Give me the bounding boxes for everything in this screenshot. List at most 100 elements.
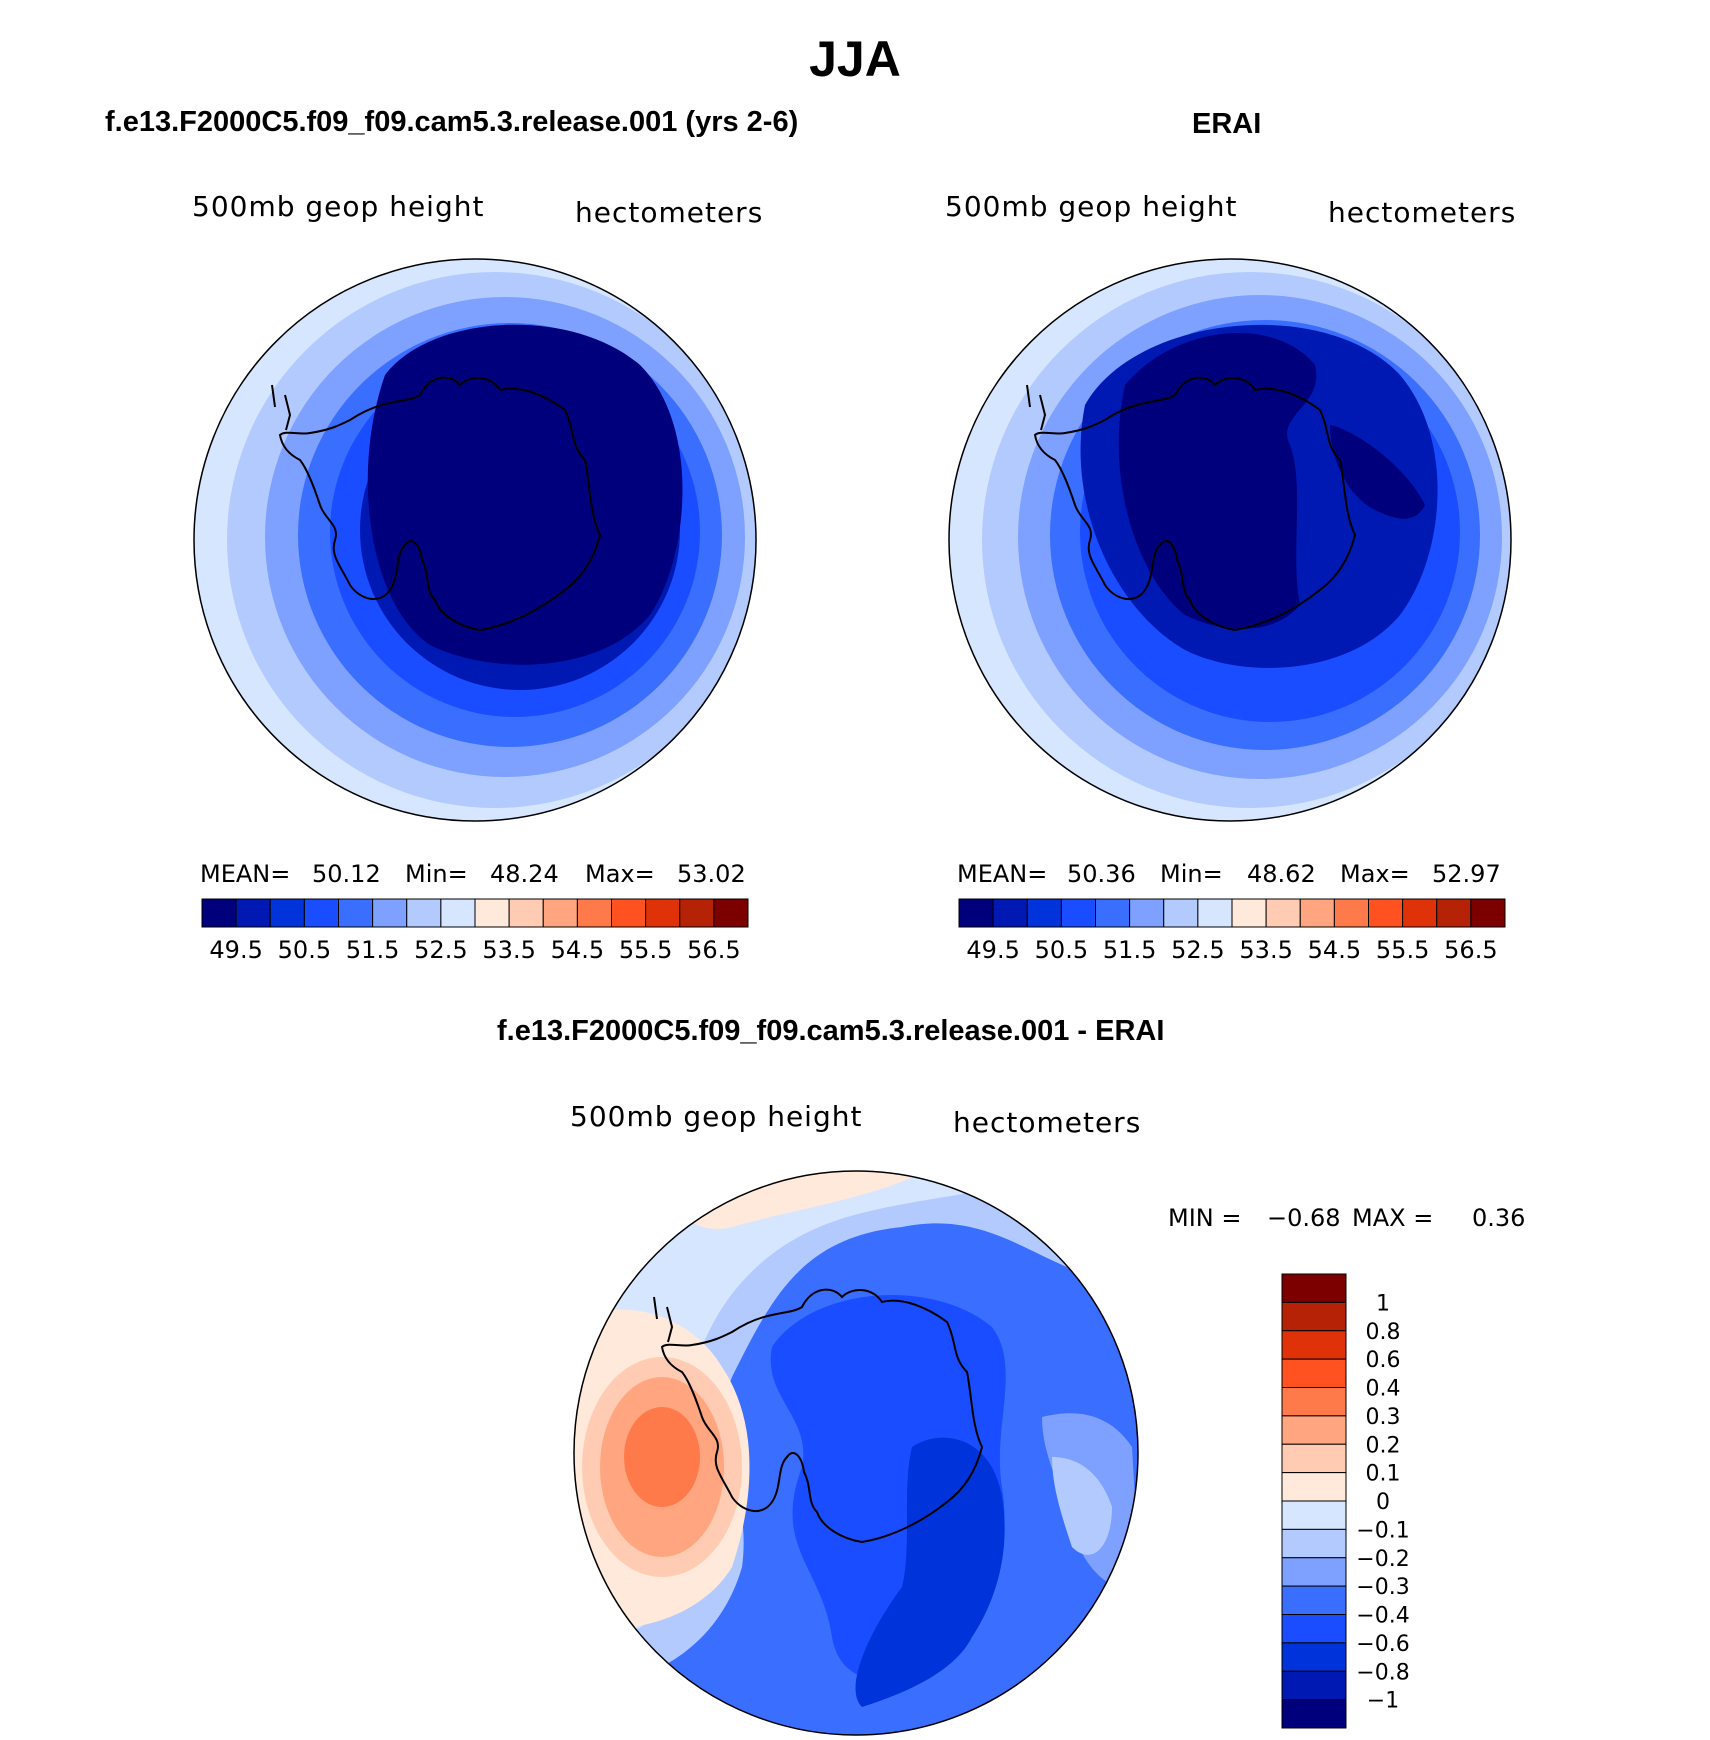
model-max-label: Max= [585,860,655,888]
colorbar-swatch [611,898,647,928]
colorbar-tick-label: −0.3 [1356,1575,1409,1600]
colorbar-tick-label: 52.5 [1171,936,1224,964]
colorbar-swatch [713,898,749,928]
colorbar-swatch [542,898,578,928]
diff-units-label: hectometers [953,1106,1142,1139]
obs-variable-label: 500mb geop height [945,190,1238,223]
model-units-label: hectometers [575,196,764,229]
colorbar-swatch [576,898,612,928]
colorbar-swatch [1299,898,1335,928]
diff-map-boundary [573,1170,1139,1736]
colorbar-tick-label: −0.6 [1356,1632,1409,1657]
colorbar-swatch [1095,898,1131,928]
colorbar-swatch [1281,1699,1347,1729]
colorbar-tick-label: −0.2 [1356,1547,1409,1572]
colorbar-tick-label: 0.8 [1366,1320,1401,1345]
colorbar-swatch [1402,898,1438,928]
colorbar-swatch [1281,1642,1347,1672]
colorbar-swatch [1281,1614,1347,1644]
colorbar-swatch [1281,1301,1347,1332]
colorbar-swatch [372,898,408,928]
model-mean-label: MEAN= [200,860,291,888]
colorbar-tick-label: 56.5 [687,936,740,964]
colorbar-swatch [1281,1670,1347,1701]
colorbar-swatch [1163,898,1199,928]
colorbar-tick-label: 0.1 [1366,1462,1401,1487]
colorbar-swatch [269,898,305,928]
colorbar-swatch [1281,1330,1347,1360]
obs-polar-map [948,258,1512,822]
colorbar-tick-label: 54.5 [1308,936,1361,964]
colorbar-tick-label: 54.5 [551,936,604,964]
colorbar-swatch [235,898,271,928]
colorbar-tick-label: 0.6 [1366,1348,1401,1373]
colorbar-swatch [645,898,681,928]
model-min-label: Min= [405,860,468,888]
colorbar-tick-label: 51.5 [346,936,399,964]
colorbar-swatch [1231,898,1267,928]
colorbar-swatch [1333,898,1369,928]
colorbar-swatch [474,898,510,928]
colorbar-swatch [679,898,715,928]
diff-max-value: 0.36 [1472,1204,1526,1232]
colorbar-tick-label: 0.3 [1366,1405,1401,1430]
model-max-value: 53.02 [677,860,746,888]
colorbar-swatch [440,898,476,928]
obs-map-boundary [948,258,1512,822]
colorbar-swatch [1197,898,1233,928]
colorbar-swatch [1436,898,1472,928]
colorbar-tick-label: 51.5 [1103,936,1156,964]
colorbar-swatch [1281,1528,1347,1559]
colorbar-tick-label: −1 [1367,1689,1399,1714]
diff-polar-map [573,1170,1139,1736]
colorbar-swatch [992,898,1028,928]
colorbar-tick-label: 1 [1376,1291,1390,1316]
diff-colorbar: 1 0.8 0.6 0.4 0.3 0.2 0.1 0 −0.1 −0.2 −0.3 −0.4 −0.6… [1281,1273,1410,1729]
colorbar-tick-label: 53.5 [1239,936,1292,964]
obs-min-value: 48.62 [1247,860,1316,888]
obs-panel-title: ERAI [1192,108,1262,140]
colorbar-tick-label: 0 [1376,1490,1390,1515]
diff-min-value: −0.68 [1267,1204,1341,1232]
model-map-boundary [193,258,757,822]
colorbar-swatch [1281,1500,1347,1530]
diff-panel-title: f.e13.F2000C5.f09_f09.cam5.3.release.001… [497,1015,1165,1047]
colorbar-swatch [1470,898,1506,928]
colorbar-swatch [508,898,544,928]
diff-max-label: MAX = [1352,1204,1434,1232]
obs-min-label: Min= [1160,860,1223,888]
colorbar-tick-label: 49.5 [209,936,262,964]
colorbar-swatch [201,898,237,928]
colorbar-tick-label: 50.5 [1035,936,1088,964]
colorbar-swatch [303,898,339,928]
colorbar-tick-label: 53.5 [482,936,535,964]
model-mean-value: 50.12 [312,860,381,888]
obs-units-label: hectometers [1328,196,1517,229]
colorbar-swatch [1281,1557,1347,1587]
colorbar-swatch [1129,898,1165,928]
colorbar-swatch [1281,1387,1347,1417]
model-panel-title: f.e13.F2000C5.f09_f09.cam5.3.release.001… [105,106,799,138]
colorbar-swatch [1281,1443,1347,1474]
colorbar-tick-label: 49.5 [966,936,1019,964]
colorbar-tick-label: 52.5 [414,936,467,964]
colorbar-swatch [1281,1585,1347,1615]
colorbar-swatch [1281,1358,1347,1388]
colorbar-tick-label: −0.4 [1356,1604,1409,1629]
model-variable-label: 500mb geop height [192,190,485,223]
colorbar-tick-label: 56.5 [1444,936,1497,964]
obs-colorbar: 49.5 50.5 51.5 52.5 53.5 54.5 55.5 56.5 [958,898,1506,964]
model-min-value: 48.24 [490,860,559,888]
obs-max-label: Max= [1340,860,1410,888]
colorbar-swatch [958,898,994,928]
model-polar-map [193,258,757,822]
colorbar-tick-label: 0.2 [1366,1433,1401,1458]
colorbar-swatch [1281,1415,1347,1445]
obs-mean-value: 50.36 [1067,860,1136,888]
colorbar-swatch [1265,898,1301,928]
colorbar-tick-label: 55.5 [619,936,672,964]
colorbar-swatch [1281,1472,1347,1502]
colorbar-tick-label: 0.4 [1366,1377,1401,1402]
colorbar-tick-label: −0.1 [1356,1518,1409,1543]
colorbar-swatch [1060,898,1096,928]
